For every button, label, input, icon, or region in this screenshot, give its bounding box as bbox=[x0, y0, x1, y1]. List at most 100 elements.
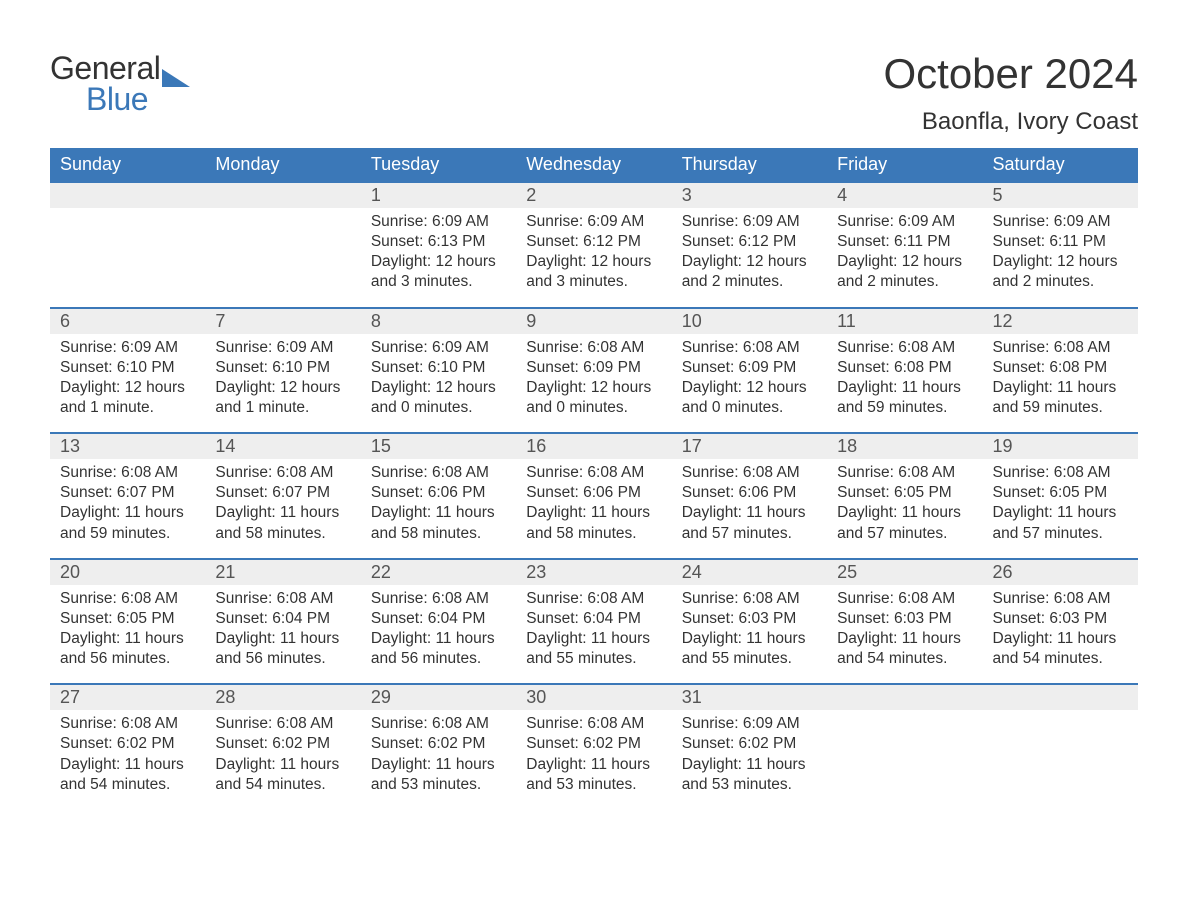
day-12-content: Sunrise: 6:08 AMSunset: 6:08 PMDaylight:… bbox=[983, 334, 1138, 434]
daylight-text: Daylight: 12 hours and 0 minutes. bbox=[526, 378, 661, 418]
sunset-text: Sunset: 6:09 PM bbox=[682, 358, 817, 378]
daylight-text: Daylight: 11 hours and 56 minutes. bbox=[371, 629, 506, 669]
day-19-content: Sunrise: 6:08 AMSunset: 6:05 PMDaylight:… bbox=[983, 459, 1138, 559]
weekday-header-row: SundayMondayTuesdayWednesdayThursdayFrid… bbox=[50, 148, 1138, 182]
daylight-text: Daylight: 11 hours and 57 minutes. bbox=[682, 503, 817, 543]
sunset-text: Sunset: 6:02 PM bbox=[682, 734, 817, 754]
daynum-16: 16 bbox=[516, 433, 671, 459]
sunrise-text: Sunrise: 6:08 AM bbox=[371, 714, 506, 734]
day-25-content: Sunrise: 6:08 AMSunset: 6:03 PMDaylight:… bbox=[827, 585, 982, 685]
sunrise-text: Sunrise: 6:09 AM bbox=[60, 338, 195, 358]
day-26-content: Sunrise: 6:08 AMSunset: 6:03 PMDaylight:… bbox=[983, 585, 1138, 685]
day-14-content: Sunrise: 6:08 AMSunset: 6:07 PMDaylight:… bbox=[205, 459, 360, 559]
daynum-30: 30 bbox=[516, 684, 671, 710]
week-4-daynum-row: 2728293031 bbox=[50, 684, 1138, 710]
day-18-content: Sunrise: 6:08 AMSunset: 6:05 PMDaylight:… bbox=[827, 459, 982, 559]
empty-cell bbox=[205, 208, 360, 308]
day-20-content: Sunrise: 6:08 AMSunset: 6:05 PMDaylight:… bbox=[50, 585, 205, 685]
sunrise-text: Sunrise: 6:09 AM bbox=[837, 212, 972, 232]
sunset-text: Sunset: 6:06 PM bbox=[526, 483, 661, 503]
day-11-content: Sunrise: 6:08 AMSunset: 6:08 PMDaylight:… bbox=[827, 334, 982, 434]
day-15-content: Sunrise: 6:08 AMSunset: 6:06 PMDaylight:… bbox=[361, 459, 516, 559]
week-1-daynum-row: 6789101112 bbox=[50, 308, 1138, 334]
sunrise-text: Sunrise: 6:08 AM bbox=[371, 589, 506, 609]
sunset-text: Sunset: 6:11 PM bbox=[837, 232, 972, 252]
sunrise-text: Sunrise: 6:08 AM bbox=[371, 463, 506, 483]
daylight-text: Daylight: 11 hours and 56 minutes. bbox=[215, 629, 350, 669]
weekday-tuesday: Tuesday bbox=[361, 148, 516, 182]
weekday-sunday: Sunday bbox=[50, 148, 205, 182]
daylight-text: Daylight: 11 hours and 58 minutes. bbox=[526, 503, 661, 543]
day-13-content: Sunrise: 6:08 AMSunset: 6:07 PMDaylight:… bbox=[50, 459, 205, 559]
daylight-text: Daylight: 12 hours and 0 minutes. bbox=[682, 378, 817, 418]
day-8-content: Sunrise: 6:09 AMSunset: 6:10 PMDaylight:… bbox=[361, 334, 516, 434]
sunset-text: Sunset: 6:06 PM bbox=[682, 483, 817, 503]
weekday-saturday: Saturday bbox=[983, 148, 1138, 182]
sunrise-text: Sunrise: 6:09 AM bbox=[993, 212, 1128, 232]
day-29-content: Sunrise: 6:08 AMSunset: 6:02 PMDaylight:… bbox=[361, 710, 516, 809]
sunset-text: Sunset: 6:02 PM bbox=[526, 734, 661, 754]
daynum-17: 17 bbox=[672, 433, 827, 459]
sunset-text: Sunset: 6:05 PM bbox=[837, 483, 972, 503]
empty-daynum bbox=[50, 182, 205, 208]
sunset-text: Sunset: 6:05 PM bbox=[60, 609, 195, 629]
sunset-text: Sunset: 6:08 PM bbox=[993, 358, 1128, 378]
daylight-text: Daylight: 11 hours and 59 minutes. bbox=[60, 503, 195, 543]
sunset-text: Sunset: 6:05 PM bbox=[993, 483, 1128, 503]
daylight-text: Daylight: 12 hours and 3 minutes. bbox=[371, 252, 506, 292]
daylight-text: Daylight: 11 hours and 54 minutes. bbox=[837, 629, 972, 669]
week-3-daynum-row: 20212223242526 bbox=[50, 559, 1138, 585]
week-2-daynum-row: 13141516171819 bbox=[50, 433, 1138, 459]
sunrise-text: Sunrise: 6:08 AM bbox=[993, 589, 1128, 609]
day-27-content: Sunrise: 6:08 AMSunset: 6:02 PMDaylight:… bbox=[50, 710, 205, 809]
sunrise-text: Sunrise: 6:08 AM bbox=[526, 463, 661, 483]
sunrise-text: Sunrise: 6:08 AM bbox=[837, 589, 972, 609]
day-4-content: Sunrise: 6:09 AMSunset: 6:11 PMDaylight:… bbox=[827, 208, 982, 308]
sunset-text: Sunset: 6:12 PM bbox=[526, 232, 661, 252]
daynum-5: 5 bbox=[983, 182, 1138, 208]
day-30-content: Sunrise: 6:08 AMSunset: 6:02 PMDaylight:… bbox=[516, 710, 671, 809]
daylight-text: Daylight: 11 hours and 57 minutes. bbox=[993, 503, 1128, 543]
sunrise-text: Sunrise: 6:08 AM bbox=[215, 714, 350, 734]
weekday-thursday: Thursday bbox=[672, 148, 827, 182]
day-1-content: Sunrise: 6:09 AMSunset: 6:13 PMDaylight:… bbox=[361, 208, 516, 308]
sunrise-text: Sunrise: 6:08 AM bbox=[215, 589, 350, 609]
sunrise-text: Sunrise: 6:09 AM bbox=[526, 212, 661, 232]
daynum-8: 8 bbox=[361, 308, 516, 334]
month-title: October 2024 bbox=[883, 50, 1138, 98]
day-31-content: Sunrise: 6:09 AMSunset: 6:02 PMDaylight:… bbox=[672, 710, 827, 809]
week-0-daynum-row: 12345 bbox=[50, 182, 1138, 208]
sunset-text: Sunset: 6:02 PM bbox=[60, 734, 195, 754]
sunrise-text: Sunrise: 6:08 AM bbox=[837, 338, 972, 358]
weekday-friday: Friday bbox=[827, 148, 982, 182]
daylight-text: Daylight: 11 hours and 56 minutes. bbox=[60, 629, 195, 669]
daynum-9: 9 bbox=[516, 308, 671, 334]
daylight-text: Daylight: 11 hours and 53 minutes. bbox=[371, 755, 506, 795]
sunset-text: Sunset: 6:11 PM bbox=[993, 232, 1128, 252]
daynum-15: 15 bbox=[361, 433, 516, 459]
logo: General Blue bbox=[50, 50, 190, 118]
sunrise-text: Sunrise: 6:08 AM bbox=[526, 338, 661, 358]
week-2-content-row: Sunrise: 6:08 AMSunset: 6:07 PMDaylight:… bbox=[50, 459, 1138, 559]
sunrise-text: Sunrise: 6:08 AM bbox=[993, 463, 1128, 483]
daynum-21: 21 bbox=[205, 559, 360, 585]
sunrise-text: Sunrise: 6:09 AM bbox=[682, 714, 817, 734]
week-3-content-row: Sunrise: 6:08 AMSunset: 6:05 PMDaylight:… bbox=[50, 585, 1138, 685]
daynum-11: 11 bbox=[827, 308, 982, 334]
daylight-text: Daylight: 11 hours and 53 minutes. bbox=[526, 755, 661, 795]
header: General Blue October 2024 Baonfla, Ivory… bbox=[50, 50, 1138, 136]
sunset-text: Sunset: 6:02 PM bbox=[371, 734, 506, 754]
daylight-text: Daylight: 12 hours and 3 minutes. bbox=[526, 252, 661, 292]
sunset-text: Sunset: 6:09 PM bbox=[526, 358, 661, 378]
weekday-wednesday: Wednesday bbox=[516, 148, 671, 182]
daynum-12: 12 bbox=[983, 308, 1138, 334]
sunrise-text: Sunrise: 6:08 AM bbox=[526, 714, 661, 734]
sunrise-text: Sunrise: 6:08 AM bbox=[60, 714, 195, 734]
sunset-text: Sunset: 6:12 PM bbox=[682, 232, 817, 252]
empty-daynum bbox=[983, 684, 1138, 710]
day-6-content: Sunrise: 6:09 AMSunset: 6:10 PMDaylight:… bbox=[50, 334, 205, 434]
daynum-4: 4 bbox=[827, 182, 982, 208]
sunset-text: Sunset: 6:04 PM bbox=[215, 609, 350, 629]
sunset-text: Sunset: 6:10 PM bbox=[371, 358, 506, 378]
sunrise-text: Sunrise: 6:08 AM bbox=[993, 338, 1128, 358]
